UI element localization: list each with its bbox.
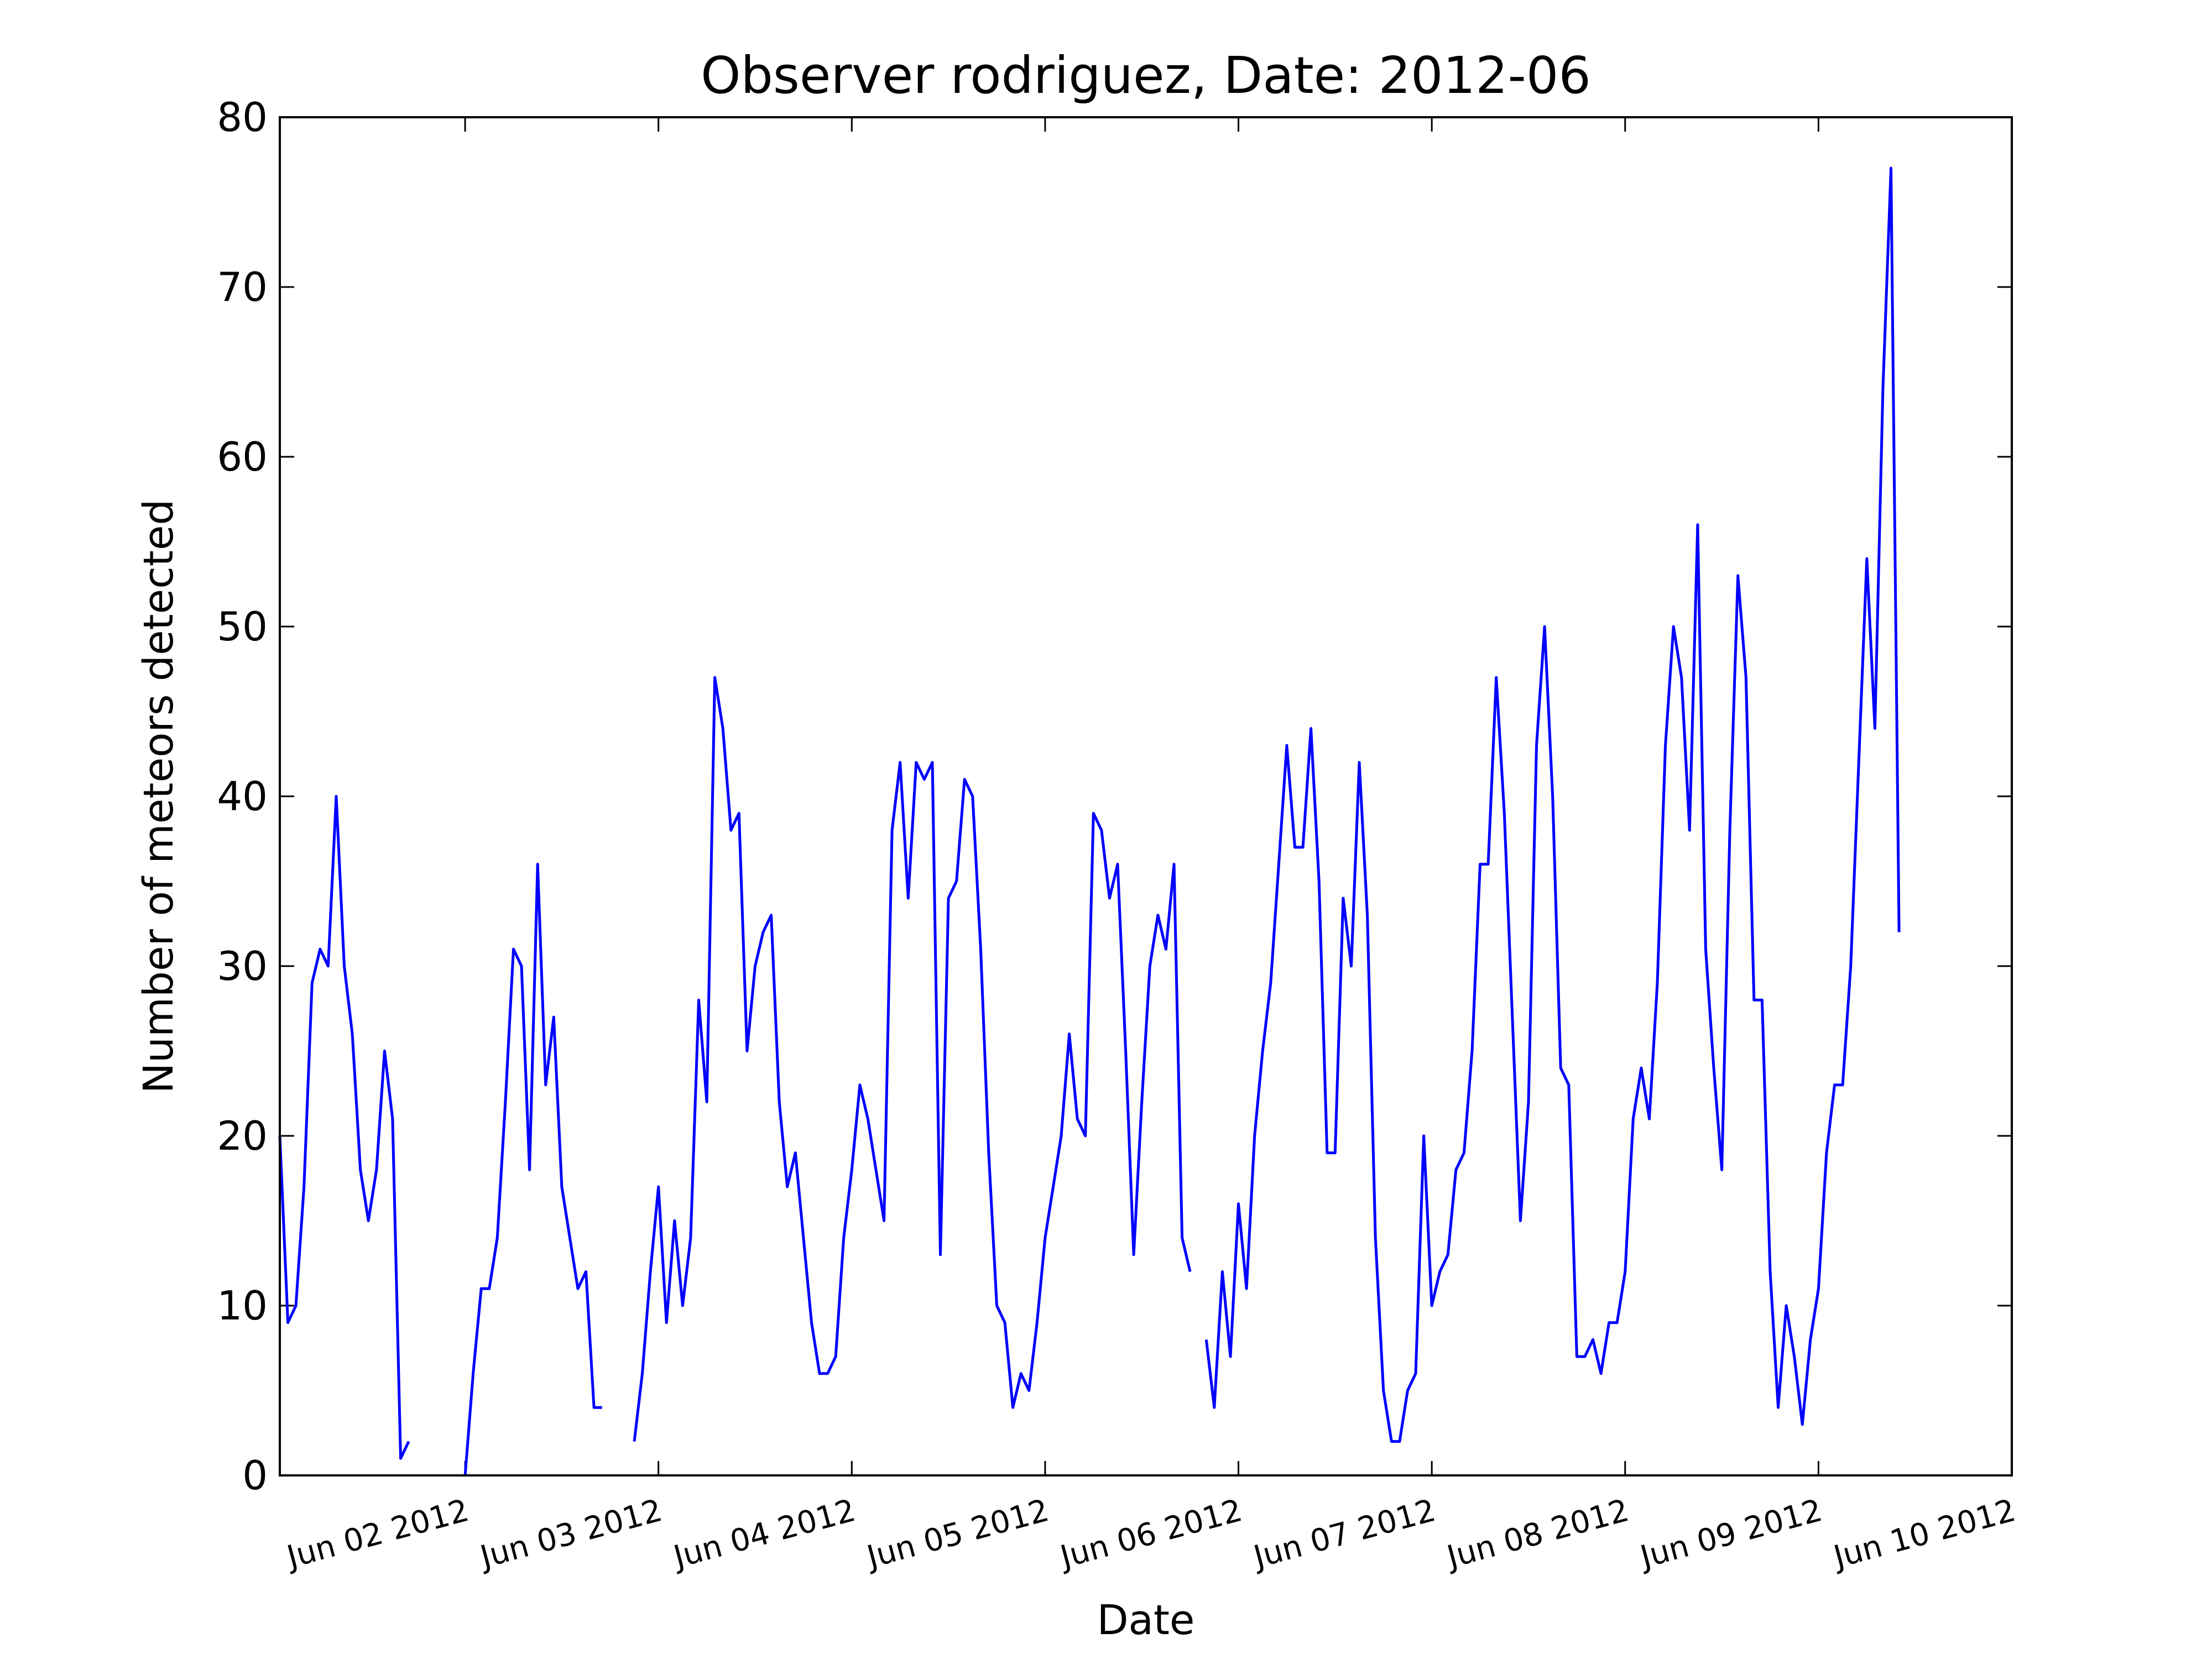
data-line (278, 166, 1901, 1476)
plot-frame (279, 116, 2013, 1477)
chart-title: Observer rodriguez, Date: 2012-06 (701, 46, 1591, 105)
y-tick-label: 10 (217, 1282, 268, 1329)
y-tick-label: 50 (217, 603, 268, 650)
x-axis-label: Date (1097, 1597, 1195, 1644)
y-tick-label: 40 (217, 773, 268, 820)
y-tick-label: 70 (217, 264, 268, 310)
y-tick-label: 80 (217, 94, 268, 140)
y-axis-label: Number of meteors detected (135, 499, 182, 1094)
y-tick-label: 0 (242, 1452, 268, 1499)
y-tick-label: 20 (217, 1113, 268, 1159)
y-tick-label: 30 (217, 943, 268, 989)
y-tick-label: 60 (217, 434, 268, 480)
